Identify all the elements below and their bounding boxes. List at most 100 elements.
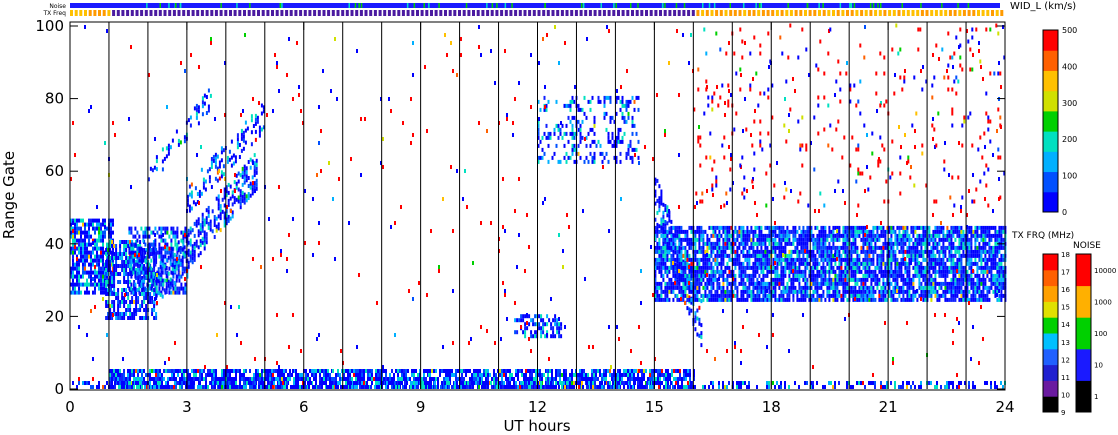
scatter-cell <box>633 107 636 112</box>
scatter-cell <box>898 233 901 238</box>
scatter-cell <box>623 115 626 120</box>
scatter-cell <box>197 229 200 234</box>
scatter-cell <box>211 209 214 214</box>
scatter-cell <box>738 245 741 250</box>
scatter-cell <box>910 229 913 234</box>
scatter-cell <box>696 257 699 262</box>
scatter-cell <box>700 237 703 242</box>
scatter-cell <box>172 286 175 291</box>
scatter-cell <box>772 245 775 250</box>
txfreq-bar-cell <box>280 10 284 16</box>
scatter-cell <box>696 316 699 321</box>
scatter-cell <box>726 229 729 234</box>
scatter-cell <box>802 277 805 282</box>
scatter-cell <box>946 237 949 242</box>
scatter-cell <box>214 156 217 161</box>
scatter-cell <box>798 277 801 282</box>
scatter-cell <box>569 119 572 124</box>
scatter-cell <box>579 155 582 160</box>
scatter-cell <box>78 274 80 279</box>
scatter-cell <box>121 316 124 320</box>
scatter-cell <box>155 312 158 316</box>
scatter-cell <box>176 290 179 295</box>
scatter-cell <box>172 234 175 239</box>
scatter-cell <box>1002 273 1005 278</box>
scatter-cell <box>203 222 206 227</box>
scatter-cell <box>882 285 885 290</box>
scatter-cell <box>690 308 693 313</box>
scatter-cell <box>924 293 927 298</box>
scatter-cell <box>884 261 887 266</box>
scatter-cell <box>842 249 845 254</box>
scatter-cell <box>952 277 955 282</box>
scatter-cell <box>672 233 675 238</box>
scatter-cell <box>824 253 827 258</box>
scatter-cell <box>111 381 113 385</box>
scatter-cell <box>96 250 98 255</box>
scatter-cell <box>896 297 899 302</box>
scatter-cell <box>746 273 749 278</box>
scatter-cell <box>806 257 809 262</box>
txfreq-bar-cell <box>444 10 447 16</box>
scatter-cell <box>158 242 161 247</box>
scatter-cell <box>237 179 240 184</box>
scatter-cell <box>662 202 665 207</box>
scatter-cell <box>210 165 213 169</box>
scatter-cell <box>231 202 234 207</box>
scatter-cell <box>117 296 120 300</box>
scatter-cell <box>545 103 548 108</box>
scatter-cell <box>170 250 173 255</box>
scatter-cell <box>557 135 560 140</box>
scatter-cell <box>571 127 574 132</box>
scatter-cell <box>191 248 194 253</box>
scatter-cell <box>700 335 703 340</box>
scatter-cell <box>738 281 741 286</box>
txfreq-bar-cell <box>832 10 835 16</box>
scatter-cell <box>948 237 951 242</box>
scatter-cell <box>902 289 905 294</box>
scatter-cell <box>956 245 959 250</box>
scatter-cell <box>698 229 701 234</box>
scatter-cell <box>962 233 965 238</box>
scatter-cell <box>524 322 527 327</box>
txfreq-bar-cell <box>144 10 148 16</box>
scatter-cell <box>668 257 671 262</box>
scatter-cell <box>812 253 815 258</box>
scatter-cell <box>169 281 172 286</box>
scatter-cell <box>970 229 973 234</box>
scatter-cell <box>107 248 110 252</box>
scatter-cell <box>554 334 557 339</box>
scatter-cell <box>225 217 228 222</box>
scatter-cell <box>972 229 975 234</box>
txfreq-bar-cell <box>841 10 845 16</box>
noise-bar-mark <box>354 3 357 8</box>
scatter-cell <box>712 229 715 234</box>
scatter-cell <box>104 266 106 271</box>
scatter-cell <box>694 269 697 274</box>
scatter-cell <box>800 261 803 266</box>
scatter-cell <box>902 229 905 234</box>
scatter-cell <box>902 253 905 258</box>
scatter-cell <box>560 322 563 327</box>
scatter-cell <box>102 290 104 295</box>
scatter-cell <box>672 265 675 270</box>
scatter-cell <box>948 229 951 234</box>
scatter-cell <box>72 262 74 267</box>
scatter-cell <box>542 330 545 335</box>
scatter-cell <box>736 229 739 234</box>
scatter-cell <box>950 257 953 262</box>
scatter-cell <box>970 293 973 298</box>
scatter-cell <box>706 265 709 270</box>
scatter-cell <box>104 282 106 287</box>
scatter-cell <box>117 272 120 276</box>
scatter-cell <box>109 369 111 373</box>
scatter-cell <box>718 281 721 286</box>
scatter-cell <box>960 237 963 242</box>
scatter-cell <box>128 258 131 263</box>
scatter-cell <box>900 265 903 270</box>
scatter-cell <box>246 126 249 131</box>
scatter-cell <box>144 270 147 275</box>
scatter-cell <box>754 249 757 254</box>
scatter-cell <box>631 119 634 124</box>
scatter-cell <box>603 103 606 108</box>
